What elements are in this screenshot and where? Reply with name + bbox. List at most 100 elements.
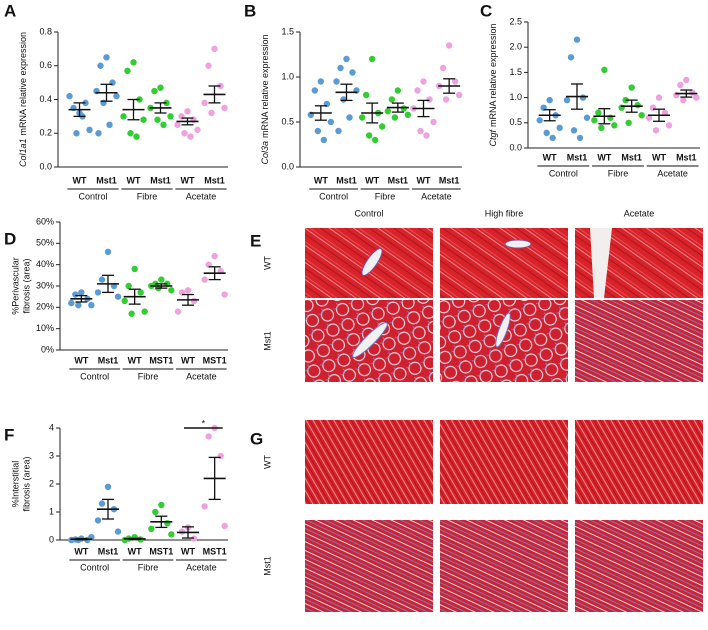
data-point <box>66 92 73 100</box>
x-tick-label: WT <box>73 175 87 185</box>
panel-label: D <box>4 229 16 248</box>
x-tick-label: Mst1 <box>150 175 171 185</box>
data-point <box>158 276 165 283</box>
data-point <box>683 76 690 84</box>
data-point <box>549 134 556 142</box>
data-point <box>556 124 563 132</box>
data-point <box>426 96 433 103</box>
column-label: Acetate <box>624 208 655 218</box>
data-point <box>94 289 102 296</box>
data-point <box>217 452 224 460</box>
y-axis-label-text: mRNA relative expression <box>488 23 498 127</box>
x-tick-label: WT <box>181 355 195 365</box>
data-point <box>181 130 188 137</box>
data-point <box>649 104 657 111</box>
panel-label: E <box>250 231 261 250</box>
vessel <box>504 239 532 249</box>
micrograph <box>305 520 433 612</box>
data-point <box>601 66 608 74</box>
group-label: Control <box>78 191 107 201</box>
micrograph <box>575 420 703 504</box>
x-tick-label: Mst1 <box>336 175 357 185</box>
x-tick-label: WT <box>181 175 195 185</box>
data-point <box>645 114 653 121</box>
data-point <box>75 302 82 309</box>
data-point <box>221 291 228 298</box>
data-point <box>314 127 322 135</box>
histology-G-images <box>305 420 703 612</box>
data-point <box>693 94 700 101</box>
data-point <box>137 289 144 296</box>
data-point <box>86 126 93 134</box>
data-point <box>164 520 171 527</box>
data-point <box>128 310 135 317</box>
data-point <box>404 111 412 119</box>
data-point <box>546 96 553 104</box>
x-tick-label: MST1 <box>149 355 173 365</box>
data-point <box>536 117 543 124</box>
vessel <box>361 248 383 276</box>
histology-E-images <box>305 228 703 382</box>
x-tick-label: WT <box>314 175 328 185</box>
x-tick-label: WT <box>127 175 141 185</box>
micrograph <box>440 520 568 612</box>
y-tick-label: 1.5 <box>281 26 294 36</box>
data-point <box>391 114 399 121</box>
y-axis-label: %Interstitial <box>10 461 20 508</box>
data-point <box>378 123 386 130</box>
y-tick-label: 1.0 <box>509 92 522 102</box>
data-point <box>211 45 218 53</box>
data-point <box>439 64 447 72</box>
x-tick-label: MST1 <box>203 355 227 365</box>
data-point <box>130 59 137 66</box>
data-point <box>114 293 122 300</box>
data-point <box>178 528 186 535</box>
micrograph <box>305 420 433 504</box>
data-point <box>68 536 75 544</box>
data-point <box>442 96 450 103</box>
data-point <box>121 297 128 305</box>
x-tick-label: WT <box>543 152 557 162</box>
data-point <box>127 130 134 137</box>
data-point <box>661 109 669 116</box>
data-point <box>152 508 159 516</box>
panel-label: F <box>4 425 14 444</box>
data-point <box>148 525 155 532</box>
data-point <box>638 112 645 119</box>
data-point <box>120 113 127 120</box>
data-point <box>98 500 106 507</box>
group-label: Control <box>319 191 348 201</box>
x-tick-label: WT <box>417 175 431 185</box>
data-point <box>368 55 376 63</box>
y-tick-label: 3 <box>49 450 54 460</box>
group-label: Control <box>549 168 578 178</box>
data-point <box>455 91 463 99</box>
data-point <box>174 308 182 315</box>
y-tick-label: 10% <box>36 323 54 333</box>
data-point <box>680 96 687 104</box>
y-tick-label: 1.0 <box>281 71 294 81</box>
x-tick-label: Mst1 <box>98 355 119 365</box>
data-point <box>563 96 571 104</box>
data-point <box>140 116 147 123</box>
data-point <box>73 130 80 137</box>
data-point <box>104 248 112 256</box>
data-point <box>595 109 602 116</box>
x-tick-label: Mst1 <box>96 175 117 185</box>
y-axis-label-gene: Col3a <box>260 141 270 165</box>
data-point <box>358 114 366 121</box>
data-point <box>187 133 194 140</box>
group-label: Control <box>80 371 109 381</box>
data-point <box>158 501 165 509</box>
data-point <box>201 276 208 283</box>
y-tick-label: 1.5 <box>509 67 522 77</box>
data-point <box>576 134 584 142</box>
y-tick-label: 0% <box>41 344 54 354</box>
y-tick-label: 40% <box>36 259 54 269</box>
x-tick-label: WT <box>181 546 195 556</box>
data-point <box>665 122 673 129</box>
data-point <box>583 114 591 121</box>
x-tick-label: Mst1 <box>621 152 642 162</box>
data-point <box>451 78 459 85</box>
y-axis-label-gene: Ctgf <box>488 129 498 147</box>
